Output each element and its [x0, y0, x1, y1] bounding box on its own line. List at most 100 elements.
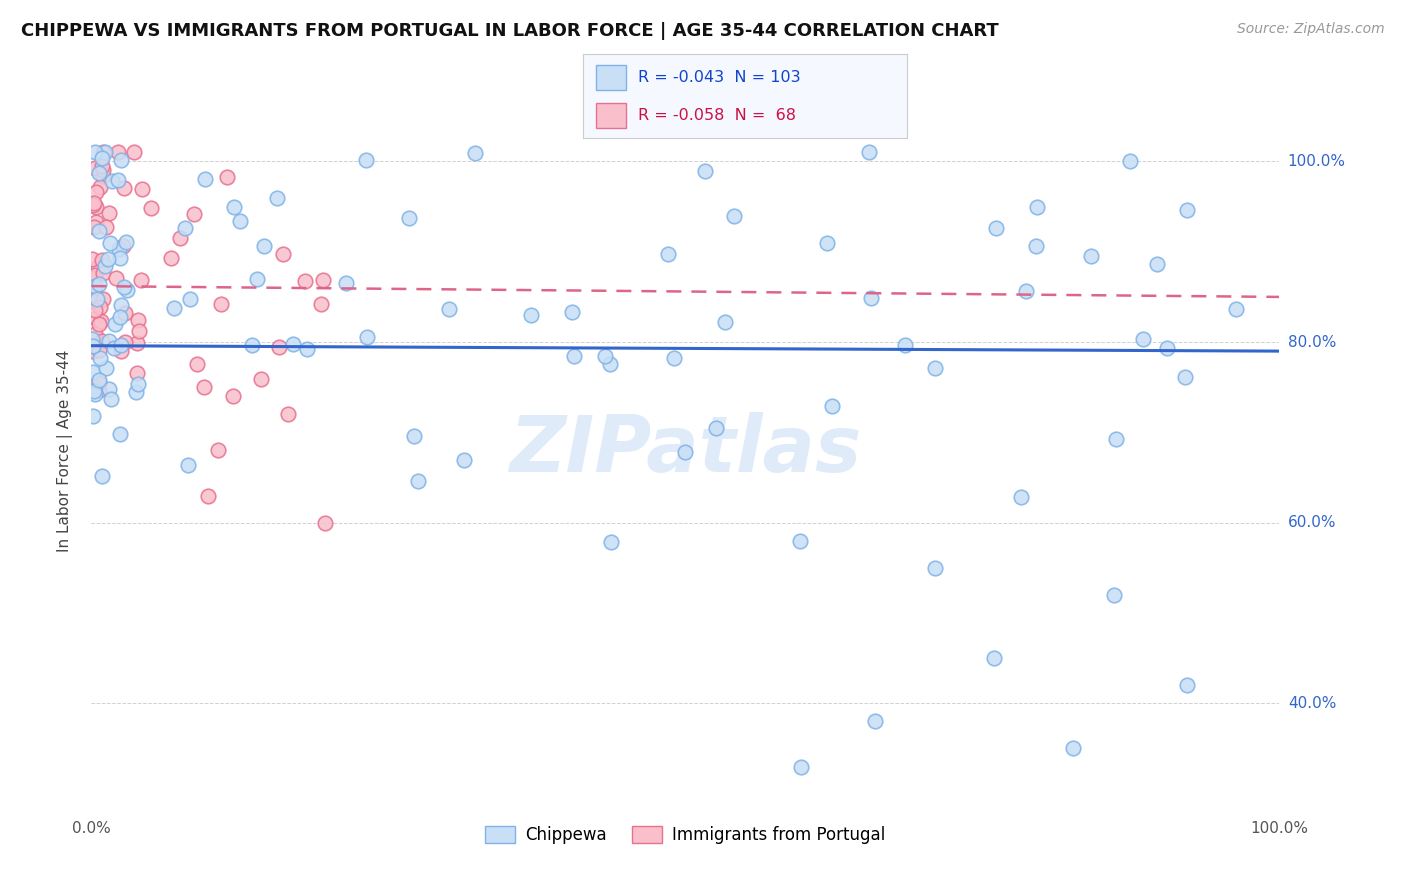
- Point: [402, 429, 425, 443]
- Point: [91, 163, 114, 178]
- Point: [277, 407, 299, 422]
- Point: [129, 272, 152, 286]
- Point: [127, 377, 149, 392]
- Point: [193, 380, 215, 394]
- Point: [87, 224, 110, 238]
- Point: [1175, 678, 1198, 692]
- Point: [240, 337, 263, 351]
- Point: [110, 343, 132, 358]
- Point: [984, 221, 1007, 235]
- Point: [1015, 285, 1038, 299]
- Point: [1225, 302, 1247, 317]
- Point: [356, 153, 378, 168]
- Point: [356, 330, 378, 344]
- Point: [789, 533, 811, 548]
- Point: [115, 283, 138, 297]
- Point: [714, 315, 737, 329]
- Point: [108, 242, 131, 256]
- Point: [89, 180, 111, 194]
- Point: [335, 277, 357, 291]
- Point: [1175, 202, 1198, 217]
- Point: [83, 145, 105, 160]
- Point: [194, 172, 217, 186]
- Point: [98, 235, 121, 250]
- Point: [664, 351, 686, 365]
- Point: [110, 338, 132, 352]
- Point: [110, 252, 132, 266]
- Point: [114, 306, 136, 320]
- Point: [1146, 257, 1168, 271]
- Point: [1174, 369, 1197, 384]
- Point: [693, 164, 716, 178]
- Point: [186, 357, 208, 371]
- Point: [564, 349, 586, 363]
- Point: [464, 145, 486, 160]
- Point: [600, 535, 623, 549]
- Point: [222, 200, 245, 214]
- Point: [83, 279, 105, 293]
- Point: [179, 293, 201, 307]
- Point: [96, 219, 118, 234]
- Point: [103, 341, 125, 355]
- Text: 60.0%: 60.0%: [1288, 516, 1336, 530]
- Point: [599, 357, 621, 371]
- Point: [104, 271, 127, 285]
- Point: [84, 185, 107, 199]
- Point: [1119, 153, 1142, 168]
- Point: [267, 340, 290, 354]
- Point: [108, 310, 131, 325]
- Point: [82, 294, 104, 309]
- Point: [110, 297, 132, 311]
- Point: [89, 300, 111, 314]
- Point: [84, 200, 107, 214]
- Point: [97, 206, 120, 220]
- Point: [94, 260, 117, 274]
- Point: [924, 561, 946, 575]
- Point: [294, 274, 316, 288]
- Point: [790, 759, 813, 773]
- Text: R = -0.043  N = 103: R = -0.043 N = 103: [638, 70, 801, 85]
- Point: [821, 399, 844, 413]
- Point: [139, 201, 162, 215]
- Point: [112, 180, 135, 194]
- Point: [1156, 341, 1178, 355]
- Point: [983, 651, 1005, 665]
- Point: [83, 219, 105, 234]
- Point: [83, 302, 105, 317]
- Point: [222, 389, 245, 403]
- Point: [84, 288, 107, 302]
- Point: [124, 145, 146, 160]
- Point: [83, 384, 105, 399]
- Point: [87, 277, 110, 292]
- Point: [91, 145, 114, 160]
- Text: 40.0%: 40.0%: [1288, 696, 1336, 711]
- Point: [673, 444, 696, 458]
- Point: [159, 251, 181, 265]
- Point: [91, 159, 114, 173]
- Point: [217, 170, 239, 185]
- Point: [406, 474, 429, 488]
- Point: [723, 209, 745, 223]
- Bar: [596, 64, 626, 90]
- Point: [100, 174, 122, 188]
- Point: [281, 336, 304, 351]
- Point: [253, 238, 276, 252]
- Point: [311, 297, 333, 311]
- Point: [453, 453, 475, 467]
- Point: [97, 252, 120, 266]
- Bar: [596, 103, 626, 128]
- Point: [1105, 432, 1128, 446]
- Point: [90, 151, 112, 165]
- Point: [86, 292, 108, 306]
- Point: [1062, 741, 1084, 756]
- Point: [174, 221, 197, 235]
- Point: [94, 360, 117, 375]
- Point: [1010, 490, 1032, 504]
- Point: [250, 372, 273, 386]
- Point: [593, 349, 616, 363]
- Point: [98, 334, 121, 348]
- Point: [100, 392, 122, 407]
- Point: [80, 252, 103, 267]
- Point: [82, 343, 104, 358]
- Point: [183, 207, 205, 221]
